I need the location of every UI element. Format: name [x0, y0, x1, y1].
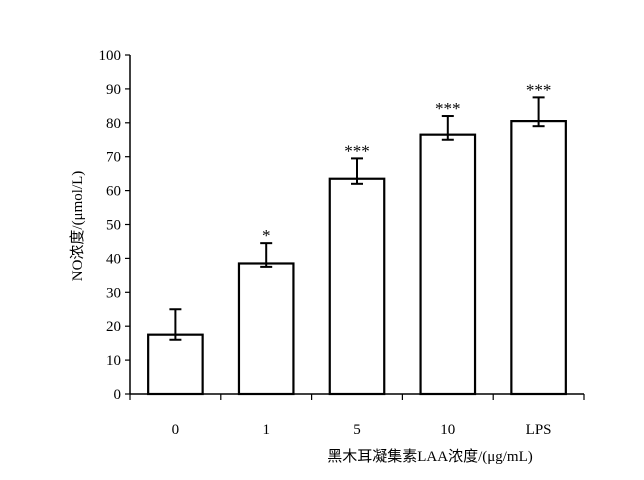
y-tick-label: 30 — [106, 285, 121, 301]
x-axis-title: 黑木耳凝集素LAA浓度/(μg/mL) — [327, 448, 533, 465]
labels: 0 10 20 30 40 50 60 70 80 90 100 0 * 1 *** 5 *** 10 *** LPS — [99, 48, 552, 438]
y-tick-label: 50 — [106, 218, 121, 234]
bar — [328, 177, 386, 396]
y-tick-label: 80 — [106, 116, 121, 132]
bars — [147, 96, 567, 396]
x-tick-label: 10 — [440, 422, 455, 438]
x-tick-label: LPS — [526, 422, 552, 438]
bar — [147, 333, 204, 396]
y-tick-label: 0 — [114, 387, 122, 403]
y-tick-label: 90 — [106, 82, 121, 98]
y-tick-label: 20 — [106, 319, 121, 335]
axes — [125, 54, 585, 400]
x-tick-label: 5 — [353, 422, 361, 438]
y-axis-title: NO浓度/(μmol/L) — [69, 171, 86, 282]
significance-label: *** — [435, 99, 461, 118]
y-tick-label: 70 — [106, 150, 121, 166]
bar — [419, 133, 477, 396]
bar — [510, 120, 567, 396]
significance-label: *** — [344, 141, 370, 160]
y-tick-label: 10 — [106, 353, 121, 369]
y-tick-label: 40 — [106, 251, 121, 267]
significance-label: *** — [526, 80, 552, 99]
significance-label: * — [262, 226, 271, 245]
bar — [237, 262, 295, 396]
x-tick-label: 1 — [262, 422, 270, 438]
y-tick-label: 60 — [106, 184, 121, 200]
x-tick-label: 0 — [172, 422, 180, 438]
y-tick-label: 100 — [99, 48, 122, 64]
